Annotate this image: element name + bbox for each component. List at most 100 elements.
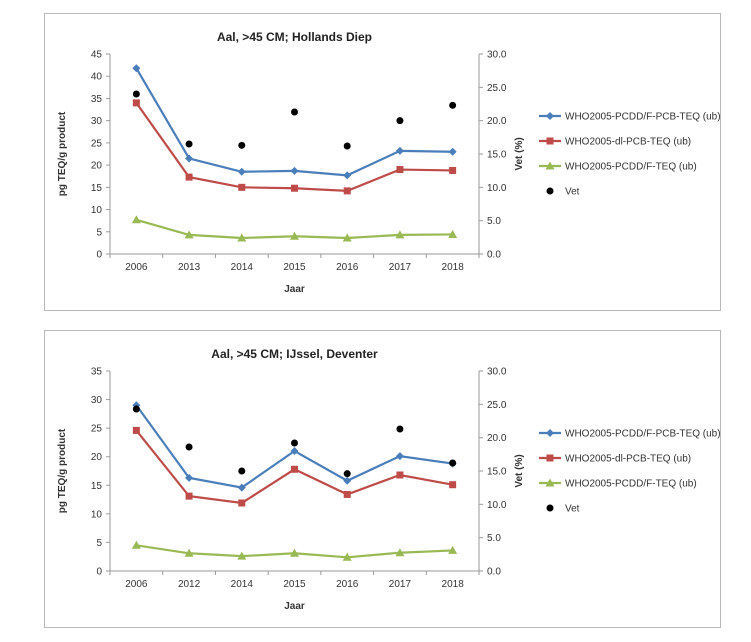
- chart2-y2tick-label: 5.0: [487, 533, 501, 544]
- chart2-legend-item-0: WHO2005-PCDD/F-PCB-TEQ (ub): [539, 429, 721, 440]
- chart2-ytick-label: 25: [91, 424, 103, 435]
- chart1-series-3-point: [238, 141, 246, 149]
- chart2-series-2-point: [395, 548, 405, 557]
- chart1-series-3-point: [449, 101, 457, 109]
- chart1-xtick-label: 2013: [178, 262, 201, 273]
- chart1-ytick-label: 20: [91, 161, 103, 172]
- chart2-series-2-point: [131, 540, 141, 549]
- chart2-series-3-point: [396, 425, 404, 433]
- chart1-series-2-point: [342, 233, 352, 242]
- chart1-legend-item-2: WHO2005-PCDD/F-TEQ (ub): [539, 161, 697, 173]
- chart1-legend-item-1: WHO2005-dl-PCB-TEQ (ub): [539, 137, 691, 148]
- chart2-legend-marker: [546, 504, 554, 512]
- chart1-ytick-label: 10: [91, 205, 103, 216]
- chart1-legend-label: WHO2005-PCDD/F-TEQ (ub): [565, 162, 697, 173]
- chart2-legend-marker: [546, 454, 554, 462]
- chart1-series-1-point: [238, 183, 246, 191]
- chart1-xtick-label: 2006: [125, 262, 148, 273]
- chart2-y2-axis-label: Vet (%): [514, 454, 525, 487]
- chart1-y2tick-label: 30.0: [487, 50, 507, 61]
- chart2-y2tick-label: 0.0: [487, 567, 501, 578]
- chart1-y2tick-label: 25.0: [487, 83, 507, 94]
- chart1-series-2-point: [131, 215, 141, 224]
- chart1-ytick-label: 5: [96, 227, 102, 238]
- chart1-xtick-label: 2014: [231, 262, 254, 273]
- chart2-ytick-label: 20: [91, 452, 103, 463]
- chart1-series-0-point: [132, 64, 141, 73]
- chart1-y2tick-label: 20.0: [487, 116, 507, 127]
- chart2-series-1-point: [396, 471, 404, 479]
- chart1-y-axis-label: pg TEQ/g product: [57, 111, 68, 196]
- chart1-legend-marker: [546, 137, 554, 145]
- chart2-series-2: [131, 540, 458, 561]
- chart1-series-0: [132, 64, 457, 180]
- chart-hollands-diep: Aal, >45 CM; Hollands Diep 0 5 10 15 20 25 30 35…: [44, 13, 721, 311]
- chart2-series-0-point: [343, 476, 352, 485]
- chart2-y2tick-label: 20.0: [487, 433, 507, 444]
- chart2-series-1: [132, 426, 457, 507]
- chart2-ytick-label: 30: [91, 395, 103, 406]
- chart1-y2tick-label: 15.0: [487, 150, 507, 161]
- chart1-series-0-point: [448, 147, 457, 156]
- chart2-legend-item-3: Vet: [546, 504, 580, 515]
- chart2-legend-marker: [545, 478, 555, 487]
- chart1-series-3-point: [132, 90, 140, 98]
- chart2-y2tick-label: 30.0: [487, 367, 507, 378]
- chart2-legend-item-2: WHO2005-PCDD/F-TEQ (ub): [539, 478, 697, 490]
- chart1-series-1-point: [185, 173, 193, 181]
- chart1-series-0-point: [395, 146, 404, 155]
- chart2-y2tick-label: 15.0: [487, 467, 507, 478]
- chart2-legend-label: WHO2005-PCDD/F-TEQ (ub): [565, 479, 697, 490]
- chart2-series-3-point: [238, 467, 246, 475]
- chart2-series-1-point: [185, 492, 193, 500]
- chart2-y-axis-label: pg TEQ/g product: [57, 428, 68, 513]
- chart1-ytick-label: 25: [91, 138, 103, 149]
- chart1-legend-marker: [546, 187, 554, 195]
- chart2-xtick-label: 2017: [389, 579, 412, 590]
- chart2-legend-marker: [546, 429, 554, 437]
- chart1-series-2-point: [448, 229, 458, 238]
- chart1-series-2-point: [290, 231, 299, 240]
- chart2-ytick-label: 0: [96, 567, 102, 578]
- chart2-xtick-label: 2012: [178, 579, 201, 590]
- chart1-title: Aal, >45 CM; Hollands Diep: [217, 30, 372, 44]
- chart1-series-3-point: [185, 140, 193, 148]
- chart1-series-1-point: [343, 187, 351, 195]
- chart2-series-2-point: [342, 552, 352, 561]
- chart2-xtick-label: 2015: [283, 579, 306, 590]
- chart1-series-0-point: [290, 166, 299, 175]
- chart-ijssel-deventer: Aal, >45 CM; IJssel, Deventer 0 5 10 15 20 25 3…: [44, 330, 721, 628]
- chart1-y2-axis-label: Vet (%): [514, 137, 525, 170]
- chart1-ytick-label: 30: [91, 116, 103, 127]
- chart2-legend-label: Vet: [565, 504, 580, 515]
- chart1-legend-label: WHO2005-PCDD/F-PCB-TEQ (ub): [565, 112, 721, 123]
- chart1-legend-label: WHO2005-dl-PCB-TEQ (ub): [565, 137, 691, 148]
- chart1-series-1-point: [132, 99, 140, 107]
- chart2-series-1-point: [449, 481, 457, 489]
- chart-1-svg: Aal, >45 CM; Hollands Diep 0 5 10 15 20 25 30 35…: [57, 30, 721, 295]
- chart1-series-2-point: [395, 230, 405, 239]
- chart1-series-1: [132, 99, 457, 195]
- chart1-legend-label: Vet: [565, 187, 580, 198]
- chart2-xtick-label: 2014: [231, 579, 254, 590]
- chart2-ytick-label: 10: [91, 509, 103, 520]
- chart1-legend-marker: [546, 112, 554, 120]
- chart1-series-0-point: [343, 171, 352, 180]
- chart2-series-3-point: [449, 459, 457, 467]
- chart1-xtick-label: 2015: [283, 262, 306, 273]
- chart2-series-3-point: [185, 443, 193, 451]
- chart1-series-1-point: [449, 166, 457, 174]
- chart2-series-0-point: [185, 473, 194, 482]
- chart2-xtick-label: 2016: [336, 579, 359, 590]
- chart2-y2tick-label: 25.0: [487, 400, 507, 411]
- chart1-legend-item-0: WHO2005-PCDD/F-PCB-TEQ (ub): [539, 112, 721, 123]
- chart2-series-1-point: [238, 499, 246, 507]
- chart2-series-2-point: [184, 548, 194, 557]
- chart2-series-0-point: [395, 452, 404, 461]
- chart1-legend-marker: [545, 161, 555, 170]
- chart2-legend-label: WHO2005-dl-PCB-TEQ (ub): [565, 454, 691, 465]
- chart1-series-1-point: [291, 184, 298, 192]
- chart2-y2tick-label: 10.0: [487, 500, 507, 511]
- chart2-series-1-point: [291, 465, 298, 473]
- chart1-series-1-point: [396, 166, 404, 174]
